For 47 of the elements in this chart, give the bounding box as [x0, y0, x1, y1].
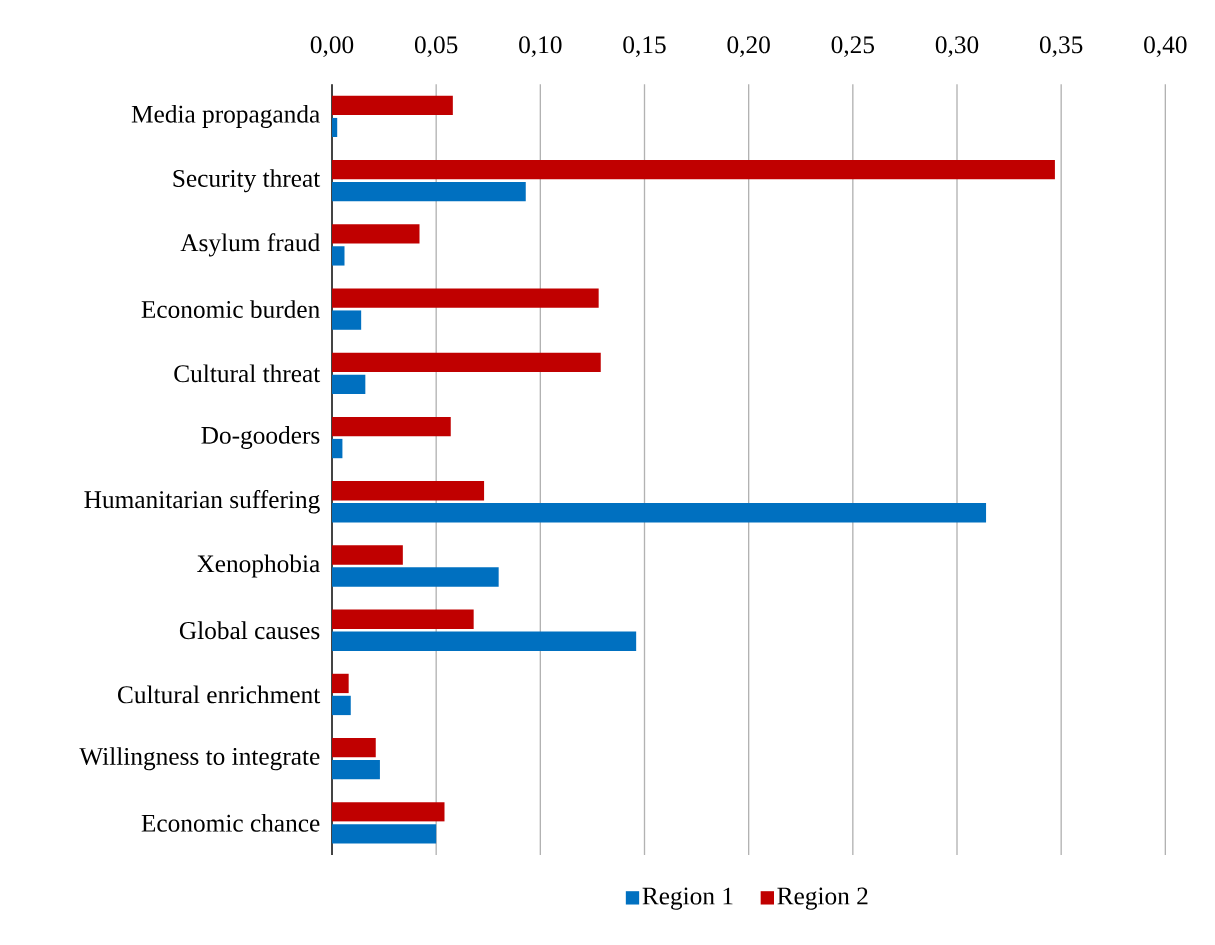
- y-tick-label: Xenophobia: [197, 554, 320, 578]
- bar: [332, 310, 362, 330]
- bar: [332, 352, 601, 372]
- x-tick-label: 0,30: [935, 36, 979, 57]
- bar: [332, 288, 599, 308]
- legend-label: Region 2: [777, 887, 868, 910]
- bar: [332, 824, 437, 844]
- y-tick-label: Security threat: [173, 169, 321, 193]
- bar: [332, 695, 351, 716]
- bar: [332, 160, 1055, 180]
- bar: [332, 673, 349, 694]
- bar: [332, 609, 474, 629]
- y-tick-label: Media propaganda: [131, 104, 320, 128]
- y-tick-label: Economic chance: [141, 813, 320, 832]
- bar: [332, 631, 637, 651]
- bar: [332, 481, 485, 501]
- bar: [332, 416, 451, 437]
- bar: [332, 224, 420, 244]
- x-tick-label: 0,40: [1144, 36, 1187, 57]
- bar: [332, 503, 987, 523]
- bar: [332, 182, 526, 202]
- bar: [332, 117, 338, 138]
- bar: [332, 567, 499, 587]
- x-tick-label: 0,00: [310, 36, 354, 57]
- legend-label: Region 1: [642, 887, 733, 910]
- y-tick-label: Economic burden: [141, 300, 320, 319]
- y-tick-label: Asylum fraud: [180, 233, 320, 257]
- y-tick-label: Cultural threat: [174, 364, 321, 383]
- bar: [332, 760, 380, 780]
- y-tick-label: Cultural enrichment: [118, 685, 321, 704]
- bar: [332, 438, 343, 459]
- bar: [332, 738, 376, 758]
- bar: [332, 374, 366, 394]
- bar: [332, 246, 345, 266]
- y-tick-label: Willingness to integrate: [79, 747, 320, 771]
- x-tick-label: 0,25: [831, 36, 874, 57]
- x-tick-label: 0,15: [623, 36, 666, 57]
- x-tick-label: 0,20: [727, 36, 770, 57]
- y-tick-label: Humanitarian suffering: [84, 490, 320, 514]
- bar: [332, 545, 403, 565]
- bar: [332, 802, 445, 822]
- x-tick-label: 0,35: [1039, 36, 1083, 57]
- y-tick-label: Global causes: [179, 621, 320, 640]
- x-tick-label: 0,05: [414, 36, 458, 57]
- bar: [332, 95, 453, 116]
- y-tick-label: Do-gooders: [201, 426, 320, 450]
- x-tick-label: 0,10: [519, 36, 562, 57]
